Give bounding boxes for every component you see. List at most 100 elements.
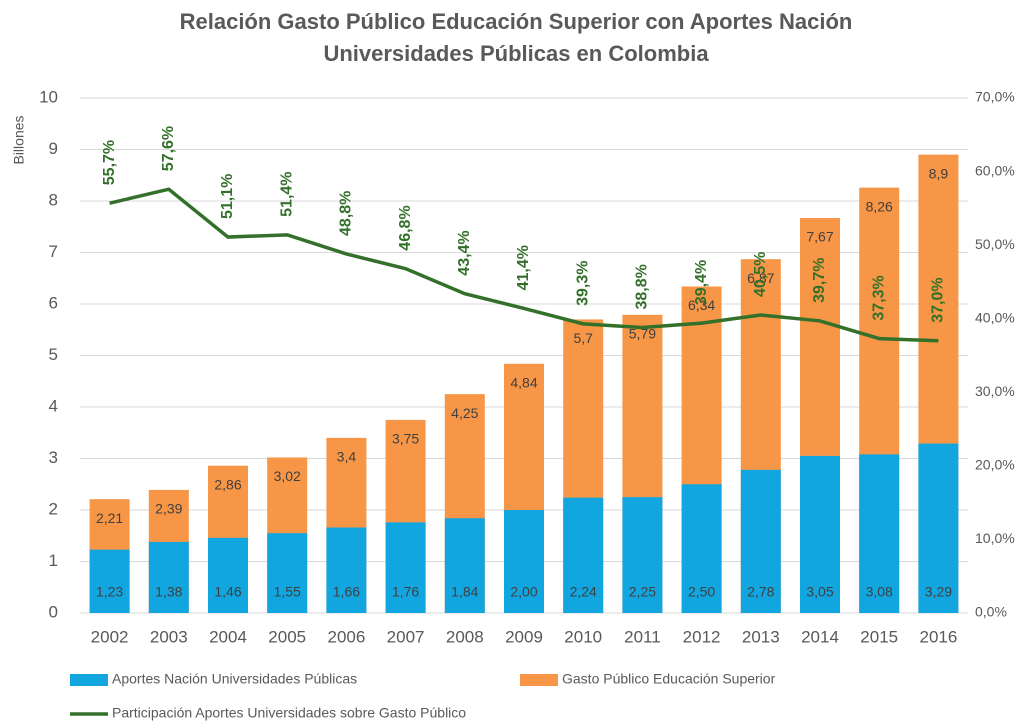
bar: [504, 510, 544, 613]
bar: [208, 537, 248, 613]
line: [109, 187, 939, 343]
legend-label: Aportes Nación Universidades Públicas: [112, 671, 357, 687]
data-label: 51,1%: [219, 174, 236, 219]
y-axis-label: Billones: [11, 115, 27, 164]
y2-tick-label: 40,0%: [975, 309, 1015, 325]
y2-tick-label: 50,0%: [975, 236, 1015, 252]
y-tick-label: 0: [49, 602, 58, 621]
data-label: 40,5%: [752, 252, 769, 297]
x-tick-label: 2014: [801, 627, 839, 646]
data-label: 38,8%: [634, 264, 651, 309]
data-label: 1,66: [333, 584, 360, 600]
bar: [89, 549, 130, 613]
data-label: 2,00: [510, 584, 537, 600]
data-label: 43,4%: [456, 230, 473, 275]
data-label: 2,25: [629, 584, 656, 600]
x-tick-label: 2003: [150, 627, 188, 646]
x-tick-label: 2012: [683, 627, 721, 646]
legend-label: Participación Aportes Universidades sobr…: [112, 705, 466, 721]
x-tick-label: 2016: [919, 627, 957, 646]
y-tick-label: 4: [49, 396, 58, 415]
bar: [622, 497, 663, 613]
data-label: 1,76: [392, 584, 419, 600]
y-tick-label: 2: [49, 499, 58, 518]
data-label: 7,67: [806, 229, 833, 245]
x-tick-label: 2015: [860, 627, 898, 646]
x-tick-label: 2013: [742, 627, 780, 646]
legend-swatch: [70, 674, 108, 686]
data-label: 57,6%: [160, 126, 177, 171]
data-label: 46,8%: [397, 205, 414, 250]
data-label: 3,08: [866, 584, 893, 600]
data-label: 37,0%: [930, 277, 947, 322]
y2-tick-label: 60,0%: [975, 162, 1015, 178]
data-label: 3,29: [925, 584, 952, 600]
legend-swatch: [520, 674, 558, 686]
data-label: 2,50: [688, 584, 715, 600]
y2-tick-label: 10,0%: [975, 530, 1015, 546]
x-tick-label: 2006: [327, 627, 365, 646]
bar: [859, 454, 900, 613]
bar: [385, 522, 426, 613]
data-label: 4,25: [451, 405, 478, 421]
bar: [148, 541, 189, 613]
data-label: 39,4%: [693, 260, 710, 305]
data-label: 1,23: [96, 584, 123, 600]
bar: [800, 455, 840, 613]
data-label: 2,86: [214, 476, 241, 492]
y2-tick-label: 20,0%: [975, 457, 1015, 473]
y-tick-label: 6: [49, 293, 58, 312]
data-label: 4,84: [510, 374, 537, 390]
bar: [918, 443, 959, 613]
y-tick-label: 5: [49, 345, 58, 364]
bar: [444, 518, 485, 613]
bar: [563, 497, 604, 613]
y-tick-label: 8: [49, 190, 58, 209]
data-label: 5,79: [629, 326, 656, 342]
bar: [267, 533, 308, 613]
data-label: 48,8%: [338, 191, 355, 236]
data-label: 6,87: [747, 270, 774, 286]
data-label: 41,4%: [515, 245, 532, 290]
data-label: 5,7: [573, 330, 593, 346]
data-label: 2,21: [96, 510, 123, 526]
x-tick-label: 2007: [387, 627, 425, 646]
data-label: 2,24: [570, 584, 597, 600]
data-label: 1,38: [155, 584, 182, 600]
data-label: 6,34: [688, 297, 715, 313]
x-tick-label: 2008: [446, 627, 484, 646]
data-label: 39,3%: [574, 260, 591, 305]
data-label: 1,55: [274, 584, 301, 600]
y-tick-label: 1: [49, 551, 58, 570]
x-tick-label: 2010: [564, 627, 602, 646]
data-label: 3,75: [392, 431, 419, 447]
x-tick-label: 2002: [91, 627, 129, 646]
data-label: 3,02: [274, 468, 301, 484]
data-label: 2,78: [747, 584, 774, 600]
x-tick-label: 2011: [624, 627, 661, 646]
data-label: 39,7%: [811, 258, 828, 303]
data-label: 1,84: [451, 584, 478, 600]
x-tick-label: 2009: [505, 627, 543, 646]
y2-tick-label: 0,0%: [975, 604, 1007, 620]
y-tick-label: 7: [49, 242, 58, 261]
data-label: 55,7%: [101, 140, 118, 185]
data-label: 3,4: [337, 449, 357, 465]
bar: [326, 527, 367, 613]
data-label: 1,46: [214, 584, 241, 600]
y2-tick-label: 70,0%: [975, 89, 1015, 105]
legend-label: Gasto Público Educación Superior: [562, 671, 776, 687]
data-label: 37,3%: [870, 275, 887, 320]
chart-title: Relación Gasto Público Educación Superio…: [179, 9, 853, 66]
y2-tick-label: 30,0%: [975, 383, 1015, 399]
data-label: 8,9: [929, 165, 949, 181]
x-tick-label: 2005: [268, 627, 306, 646]
y-tick-label: 10: [39, 87, 58, 106]
y-tick-label: 9: [49, 139, 58, 158]
data-label: 8,26: [866, 198, 893, 214]
data-label: 51,4%: [278, 171, 295, 216]
bar: [681, 484, 722, 613]
bar: [740, 469, 781, 613]
